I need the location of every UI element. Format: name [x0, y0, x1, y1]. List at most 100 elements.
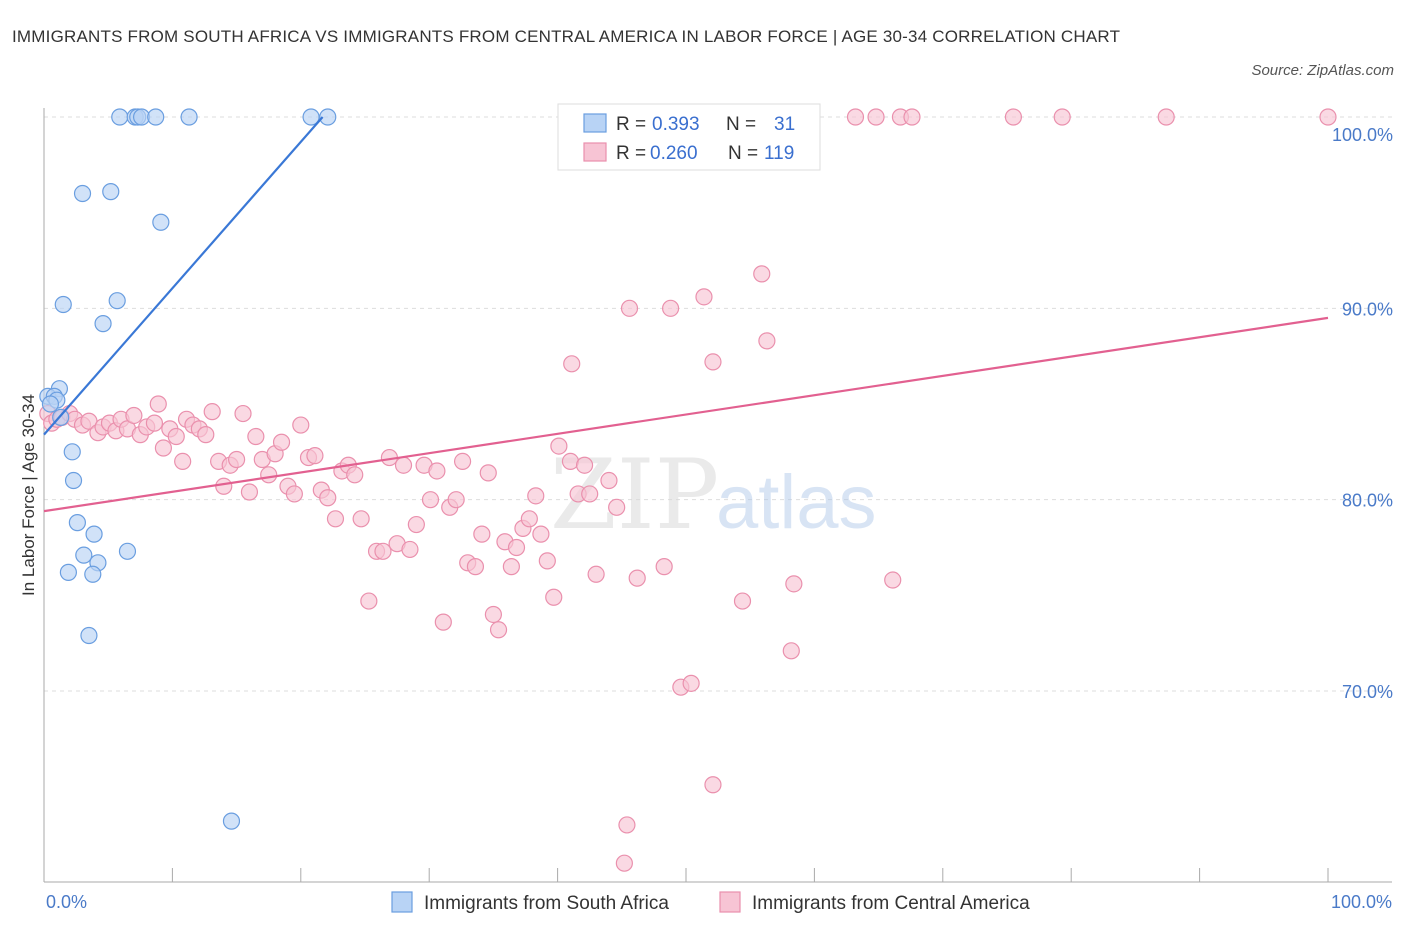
bottom-legend-label-south-africa: Immigrants from South Africa: [424, 893, 669, 914]
central-america-point-89: [479, 464, 497, 482]
south-africa-point-7: [319, 108, 337, 126]
central-america-point-104: [575, 456, 594, 474]
central-america-point-112: [655, 558, 673, 576]
watermark-atlas: atlas: [716, 460, 877, 545]
chart-title: IMMIGRANTS FROM SOUTH AFRICA VS IMMIGRAN…: [12, 27, 1121, 46]
central-america-point-82: [434, 613, 452, 631]
central-america-point-5: [846, 108, 865, 126]
y-tick-labels: 70.0% 80.0% 90.0% 100.0%: [1332, 125, 1393, 702]
south-africa-point-21: [64, 471, 83, 490]
south-africa-point-18: [41, 395, 60, 413]
central-america-point-73: [374, 542, 392, 560]
bottom-legend: Immigrants from South Africa Immigrants …: [391, 891, 1030, 914]
series-central-america-points: [39, 108, 1337, 872]
south-africa-point-10: [152, 213, 170, 231]
central-america-point-65: [319, 489, 337, 507]
bottom-legend-swatch-south-africa: [391, 891, 413, 913]
central-america-point-42: [174, 452, 192, 470]
central-america-point-54: [247, 427, 265, 446]
legend-swatch-central-america: [583, 142, 607, 162]
central-america-point-90: [484, 605, 502, 624]
central-america-point-71: [360, 592, 378, 610]
central-america-point-88: [473, 525, 491, 543]
y-tick-label-70: 70.0%: [1342, 682, 1393, 702]
south-africa-point-8: [73, 184, 92, 203]
central-america-point-78: [407, 515, 425, 534]
central-america-point-111: [628, 569, 646, 587]
grid-lines: [44, 116, 1392, 692]
trend-lines: [43, 116, 1329, 513]
south-africa-point-9: [102, 183, 120, 201]
central-america-point-99: [538, 552, 556, 570]
legend-r-value-2: 0.260: [650, 143, 698, 164]
y-tick-label-100: 100.0%: [1332, 125, 1393, 145]
central-america-point-98: [532, 525, 550, 543]
south-africa-point-23: [85, 525, 103, 543]
axes: [43, 108, 1392, 883]
central-america-point-96: [520, 510, 538, 528]
central-america-trend-line: [43, 316, 1329, 513]
central-america-point-97: [527, 487, 545, 505]
central-america-point-66: [326, 510, 345, 528]
central-america-point-41: [167, 427, 185, 446]
south-africa-point-25: [75, 546, 93, 564]
central-america-point-37: [145, 414, 164, 432]
x-ticks: [43, 868, 1329, 882]
central-america-point-102: [561, 452, 580, 470]
legend-r-label-2: R =: [616, 143, 646, 164]
central-america-point-110: [615, 854, 633, 872]
central-america-point-91: [489, 621, 508, 639]
central-america-point-76: [394, 456, 413, 474]
central-america-point-58: [272, 433, 291, 451]
south-africa-point-0: [111, 108, 129, 126]
central-america-point-116: [733, 592, 752, 610]
central-america-point-18: [563, 355, 581, 373]
legend-n-label-1: N =: [726, 114, 756, 135]
central-america-point-118: [785, 575, 803, 593]
central-america-point-19: [704, 353, 722, 371]
south-africa-point-6: [302, 108, 320, 126]
central-america-point-52: [234, 404, 252, 423]
legend-n-label-2: N =: [728, 143, 758, 164]
central-america-point-16: [661, 299, 680, 317]
central-america-point-117: [782, 642, 800, 660]
central-america-point-56: [260, 466, 278, 484]
central-america-point-93: [502, 558, 520, 576]
legend: R = 0.393 N = 31 R = 0.260 N = 119: [557, 103, 821, 171]
central-america-point-101: [550, 437, 568, 455]
legend-n-value-1: 31: [774, 114, 795, 135]
central-america-point-77: [401, 540, 419, 559]
y-tick-label-90: 90.0%: [1342, 299, 1393, 319]
south-africa-point-11: [54, 295, 72, 314]
central-america-point-51: [228, 450, 246, 469]
central-america-point-106: [587, 565, 605, 583]
legend-r-label-1: R =: [616, 114, 646, 135]
central-america-point-9: [1004, 108, 1023, 126]
central-america-point-85: [453, 452, 472, 470]
south-africa-point-13: [94, 315, 112, 333]
bottom-legend-label-central-america: Immigrants from Central America: [752, 893, 1030, 914]
central-america-point-63: [306, 447, 324, 465]
central-america-point-53: [240, 483, 259, 501]
central-america-point-10: [1053, 108, 1071, 126]
central-america-point-47: [203, 403, 221, 421]
central-america-point-6: [867, 108, 885, 126]
central-america-point-11: [1157, 108, 1175, 126]
bottom-legend-swatch-central-america: [719, 891, 741, 913]
y-tick-label-80: 80.0%: [1342, 491, 1393, 511]
south-africa-trend-line: [43, 116, 324, 436]
central-america-point-38: [149, 395, 167, 413]
central-america-point-39: [154, 439, 173, 457]
central-america-point-13: [753, 265, 771, 283]
legend-r-value-1: 0.393: [652, 114, 700, 135]
central-america-point-94: [507, 538, 526, 557]
series-south-africa-points: [39, 108, 337, 830]
south-africa-point-29: [80, 626, 98, 645]
central-america-point-119: [884, 571, 902, 589]
south-africa-point-28: [84, 565, 102, 583]
x-tick-label-min: 0.0%: [46, 892, 87, 912]
central-america-point-107: [600, 471, 618, 490]
south-africa-point-4: [147, 108, 165, 126]
south-africa-point-27: [59, 563, 77, 581]
